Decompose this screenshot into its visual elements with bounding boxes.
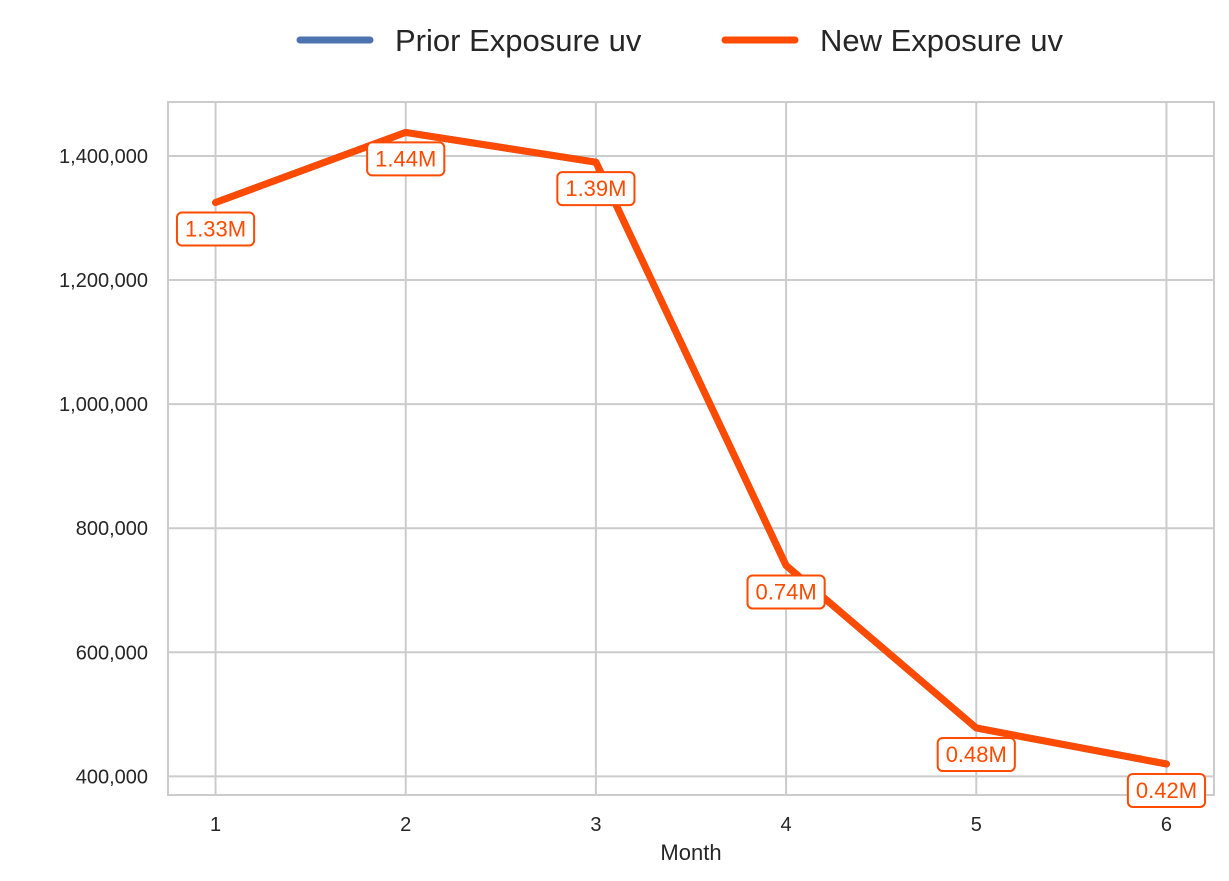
x-axis-tick-labels: 1 2 3 4 5 6 [210,814,1172,836]
data-labels: 1.33M 1.44M 1.39M 0.74M 0.48M 0.42M [175,141,1207,808]
series-line-prior-exposure-uv [212,128,1170,768]
x-tick-label: 1 [210,814,221,836]
data-label-text: 1.33M [185,217,246,242]
y-tick-label: 800,000 [76,518,148,540]
data-label-box [746,574,826,610]
data-label-box [1126,772,1207,808]
data-label-box [175,211,256,247]
data-label-box [366,141,446,177]
data-label-text: 0.48M [946,742,1007,767]
series-line-new-exposure-uv [212,128,1170,768]
y-tick-label: 1,000,000 [59,394,148,416]
data-label-text: 0.42M [1136,778,1197,803]
data-label: 0.74M [746,574,826,610]
y-axis-tick-labels: 400,000 600,000 800,000 1,000,000 1,200,000 1… [59,146,148,788]
x-tick-label: 4 [781,814,792,836]
x-tick-label: 2 [400,814,411,836]
series-layer [212,128,1170,768]
data-label: 0.48M [936,736,1016,772]
x-tick-label: 3 [590,814,601,836]
x-axis-title: Month [660,840,721,865]
y-tick-label: 1,200,000 [59,270,148,292]
legend-label-new-exposure-uv: New Exposure uv [820,23,1063,58]
x-tick-label: 6 [1161,814,1172,836]
data-label: 1.33M [175,211,256,247]
y-tick-label: 600,000 [76,642,148,664]
data-label: 0.42M [1126,772,1207,808]
plot-frame [167,101,1215,796]
grid-lines [168,102,1214,795]
data-label-box [556,171,636,207]
legend-label-prior-exposure-uv: Prior Exposure uv [395,23,642,58]
data-label: 1.39M [556,171,636,207]
legend: Prior Exposure uv New Exposure uv [296,23,1063,58]
x-tick-label: 5 [971,814,982,836]
y-tick-label: 400,000 [76,766,148,788]
data-label-box [936,736,1016,772]
data-label-text: 1.44M [375,146,436,171]
data-label: 1.44M [366,141,446,177]
y-tick-label: 1,400,000 [59,146,148,168]
data-label-text: 0.74M [756,579,817,604]
data-label-text: 1.39M [565,176,626,201]
